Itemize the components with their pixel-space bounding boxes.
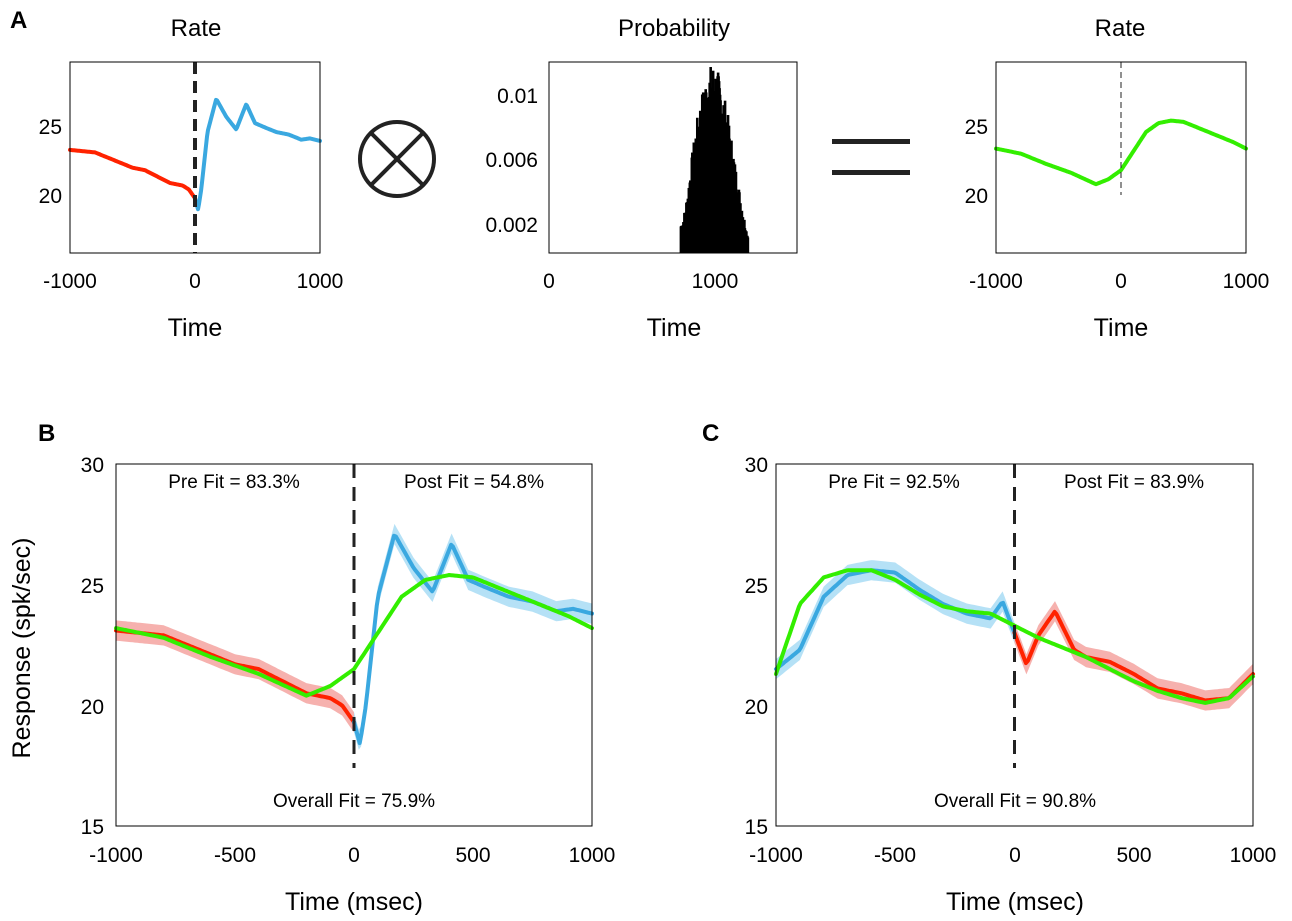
circled-times-icon <box>358 120 436 198</box>
a-right-plot <box>994 62 1248 195</box>
a-right-xtick-neg1000: -1000 <box>969 270 1023 293</box>
pre-series-line <box>774 568 1017 672</box>
pre-error-band <box>116 620 354 733</box>
b-xtick-neg1000: -1000 <box>89 844 143 867</box>
c-plot <box>774 464 1255 768</box>
a-middle-ytick-0.006: 0.006 <box>485 149 538 172</box>
a-middle-xlabel: Time <box>647 314 702 342</box>
a-left-title: Rate <box>171 15 222 42</box>
histogram-bar <box>746 237 750 253</box>
b-xtick-1000: 1000 <box>569 844 616 867</box>
b-axes-box <box>115 463 593 827</box>
c-ytick-30: 30 <box>745 454 768 477</box>
a-left-xtick-neg1000: -1000 <box>43 270 97 293</box>
b-ytick-20: 20 <box>81 696 104 719</box>
a-right-ytick-25: 25 <box>965 116 988 139</box>
pre-series-line <box>68 147 197 201</box>
a-left-axes-box <box>69 61 321 254</box>
a-middle-ytick-0.002: 0.002 <box>485 214 538 237</box>
a-right-ytick-20: 20 <box>965 185 988 208</box>
a-middle-plot <box>679 67 750 254</box>
a-left-xtick-1000: 1000 <box>297 270 344 293</box>
panel-letter-c: C <box>702 420 719 447</box>
c-xtick-1000: 1000 <box>1230 844 1277 867</box>
c-post-fit-label: Post Fit = 83.9% <box>1064 472 1204 493</box>
c-pre-fit-label: Pre Fit = 92.5% <box>828 472 960 493</box>
a-left-xtick-0: 0 <box>189 270 201 293</box>
c-xlabel: Time (msec) <box>946 888 1084 916</box>
a-left-ytick-20: 20 <box>39 185 62 208</box>
a-middle-xtick-0: 0 <box>543 270 555 293</box>
b-xtick-500: 500 <box>455 844 490 867</box>
fit-series-line <box>114 573 594 698</box>
a-middle-ytick-0.01: 0.01 <box>497 85 538 108</box>
post-series-line <box>193 97 322 212</box>
a-right-axes-box <box>995 61 1247 254</box>
c-xtick-0: 0 <box>1009 844 1021 867</box>
b-pre-fit-label: Pre Fit = 83.3% <box>168 472 300 493</box>
b-xlabel: Time (msec) <box>285 888 423 916</box>
a-right-xtick-1000: 1000 <box>1223 270 1270 293</box>
a-right-xtick-0: 0 <box>1115 270 1127 293</box>
b-xtick-0: 0 <box>348 844 360 867</box>
b-post-fit-label: Post Fit = 54.8% <box>404 472 544 493</box>
c-ytick-15: 15 <box>745 816 768 839</box>
a-middle-title: Probability <box>618 15 730 42</box>
panel-letter-a: A <box>10 7 27 34</box>
b-overall-fit-label: Overall Fit = 75.9% <box>273 791 435 812</box>
a-left-xlabel: Time <box>168 314 223 342</box>
b-ylabel: Response (spk/sec) <box>8 538 36 759</box>
c-ytick-20: 20 <box>745 696 768 719</box>
c-xtick-neg1000: -1000 <box>749 844 803 867</box>
a-right-xlabel: Time <box>1094 314 1149 342</box>
c-axes-box <box>775 463 1254 827</box>
a-right-title: Rate <box>1095 15 1146 42</box>
b-ytick-15: 15 <box>81 816 104 839</box>
fit-series-line <box>994 118 1248 187</box>
a-middle-xtick-1000: 1000 <box>692 270 739 293</box>
b-plot <box>114 464 594 768</box>
pre-error-band <box>776 560 1015 680</box>
b-ytick-30: 30 <box>81 454 104 477</box>
a-left-plot <box>68 62 322 253</box>
post-series-line <box>352 533 594 746</box>
b-ytick-25: 25 <box>81 575 104 598</box>
c-xtick-neg500: -500 <box>874 844 916 867</box>
c-ytick-25: 25 <box>745 575 768 598</box>
equals-sign-icon <box>832 139 910 175</box>
panel-letter-b: B <box>38 420 55 447</box>
b-xtick-neg500: -500 <box>214 844 256 867</box>
a-left-ytick-25: 25 <box>39 116 62 139</box>
c-xtick-500: 500 <box>1116 844 1151 867</box>
a-middle-axes-box <box>548 61 798 254</box>
c-overall-fit-label: Overall Fit = 90.8% <box>934 791 1096 812</box>
